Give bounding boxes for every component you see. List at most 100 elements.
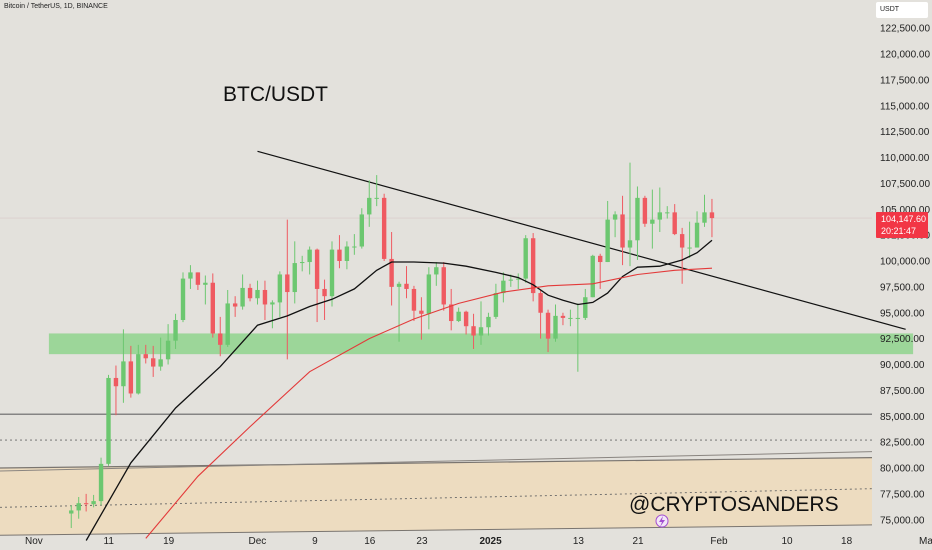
candle-body-2025-01-28 — [687, 247, 692, 249]
lower-band-bottom-line — [0, 524, 873, 536]
candle-body-2024-12-19 — [389, 258, 394, 287]
candle-body-2024-11-27 — [225, 303, 230, 345]
y-tick-label: 75,000.00 — [880, 515, 925, 526]
candle-body-2024-12-02 — [262, 289, 268, 305]
candle-body-2024-12-10 — [322, 288, 327, 297]
candle-body-2025-01-02 — [493, 293, 499, 317]
y-tick-label: 112,500.00 — [880, 127, 930, 138]
lower-band-top-line — [0, 457, 873, 469]
candle-body-2024-12-28 — [456, 311, 461, 322]
candle-body-2024-11-07 — [76, 503, 81, 511]
candle-body-2024-12-12 — [337, 249, 342, 261]
candle-body-2024-12-13 — [344, 246, 350, 261]
candle-body-2025-01-11 — [560, 315, 566, 318]
candle-body-2024-12-29 — [463, 311, 469, 327]
x-tick-label: Mar — [919, 536, 932, 547]
candle-body-2025-01-15 — [590, 255, 595, 298]
candle-body-2025-01-05 — [516, 278, 521, 280]
y-tick-label: 92,500.00 — [880, 334, 925, 345]
time-axis-panel — [0, 531, 872, 550]
candle-body-2024-12-26 — [441, 267, 446, 305]
candle-body-2024-12-06 — [292, 263, 297, 293]
y-tick-label: 82,500.00 — [880, 438, 925, 449]
candle-body-2024-12-25 — [434, 267, 439, 275]
last-price: 104,147.60 — [881, 214, 927, 224]
candle-body-2024-11-20 — [173, 319, 178, 341]
candle-body-2024-12-22 — [411, 288, 417, 311]
candle-body-2025-01-07 — [530, 238, 536, 294]
y-tick-label: 100,000.00 — [880, 257, 930, 268]
lower-band-dotted-line — [0, 488, 873, 508]
candle-body-2025-01-10 — [553, 315, 558, 339]
x-tick-label: 21 — [632, 536, 644, 547]
candle-body-2024-11-12 — [113, 377, 119, 387]
candle-body-2024-12-08 — [307, 249, 312, 263]
lightning-icon — [655, 514, 669, 528]
candle-body-2024-12-23 — [419, 310, 424, 314]
candle-body-2024-11-23 — [195, 272, 201, 285]
moving-average-layer — [85, 239, 713, 541]
y-tick-label: 80,000.00 — [880, 464, 925, 475]
candle-body-2025-01-22 — [642, 197, 648, 224]
y-tick-label: 122,500.00 — [880, 24, 930, 35]
candle-body-2024-12-05 — [285, 274, 290, 293]
candle-body-2024-11-06 — [69, 510, 74, 514]
candle-body-2025-01-03 — [501, 280, 506, 294]
candle-body-2025-01-21 — [635, 197, 640, 241]
candle-body-2024-12-14 — [352, 246, 357, 248]
candle-body-2024-11-21 — [180, 278, 186, 320]
candle-body-2024-11-09 — [91, 501, 96, 505]
candle-body-2024-12-20 — [396, 283, 402, 287]
candle-body-2025-01-08 — [538, 293, 543, 313]
x-tick-label: Feb — [710, 536, 728, 547]
chart-title: BTC/USDT — [223, 83, 328, 106]
x-tick-label: Nov — [25, 536, 43, 547]
candle-body-2024-12-09 — [314, 249, 320, 289]
candle-body-2025-01-24 — [657, 212, 662, 220]
candle-body-2024-11-26 — [218, 333, 223, 345]
moving-average-line-1 — [145, 267, 713, 539]
x-tick-label: 2025 — [479, 536, 502, 547]
candle-body-2024-11-08 — [83, 503, 89, 505]
y-tick-label: 107,500.00 — [880, 179, 930, 190]
candle-body-2024-11-18 — [158, 359, 163, 367]
candle-body-2025-01-04 — [508, 279, 513, 281]
y-tick-label: 90,000.00 — [880, 360, 925, 371]
symbol-header: Bitcoin / TetherUS, 1D, BINANCE — [4, 3, 108, 10]
x-tick-label: 18 — [841, 536, 853, 547]
descending-trendline — [257, 150, 906, 330]
candle-body-2025-01-30 — [702, 212, 707, 223]
candle-body-2025-01-29 — [694, 222, 700, 248]
y-tick-label: 115,000.00 — [880, 101, 930, 112]
candle-layer — [69, 162, 715, 529]
candle-body-2025-01-19 — [620, 214, 625, 248]
x-tick-label: 9 — [312, 536, 318, 547]
candle-body-2025-01-25 — [665, 212, 670, 214]
candle-body-2025-01-17 — [605, 219, 610, 263]
lower-band-upper-line-2 — [0, 451, 873, 472]
y-tick-label: 95,000.00 — [880, 308, 925, 319]
price-axis-panel — [872, 0, 932, 550]
candle-body-2024-11-11 — [106, 377, 111, 464]
candle-body-2024-12-01 — [255, 289, 260, 299]
x-tick-label: 23 — [416, 536, 428, 547]
candle-body-2024-11-15 — [136, 354, 141, 394]
candle-body-2025-01-23 — [650, 219, 655, 224]
candle-body-2024-11-28 — [232, 303, 238, 307]
x-tick-label: 11 — [104, 536, 115, 547]
y-tick-label: 85,000.00 — [880, 412, 925, 423]
candle-body-2024-11-16 — [143, 354, 148, 359]
currency-selector[interactable]: USDT — [876, 2, 928, 18]
candle-body-2025-01-12 — [568, 317, 573, 319]
x-tick-label: 16 — [364, 536, 376, 547]
candle-body-2025-01-13 — [575, 317, 581, 319]
candle-body-2024-11-30 — [247, 287, 253, 299]
candle-body-2024-12-31 — [478, 327, 484, 336]
y-tick-label: 120,000.00 — [880, 50, 930, 61]
candle-body-2024-12-16 — [367, 197, 372, 215]
candle-body-2025-01-18 — [612, 214, 618, 220]
candle-body-2024-12-11 — [329, 249, 335, 297]
lower-band-zone — [0, 457, 872, 536]
candle-body-2025-01-16 — [598, 255, 603, 263]
